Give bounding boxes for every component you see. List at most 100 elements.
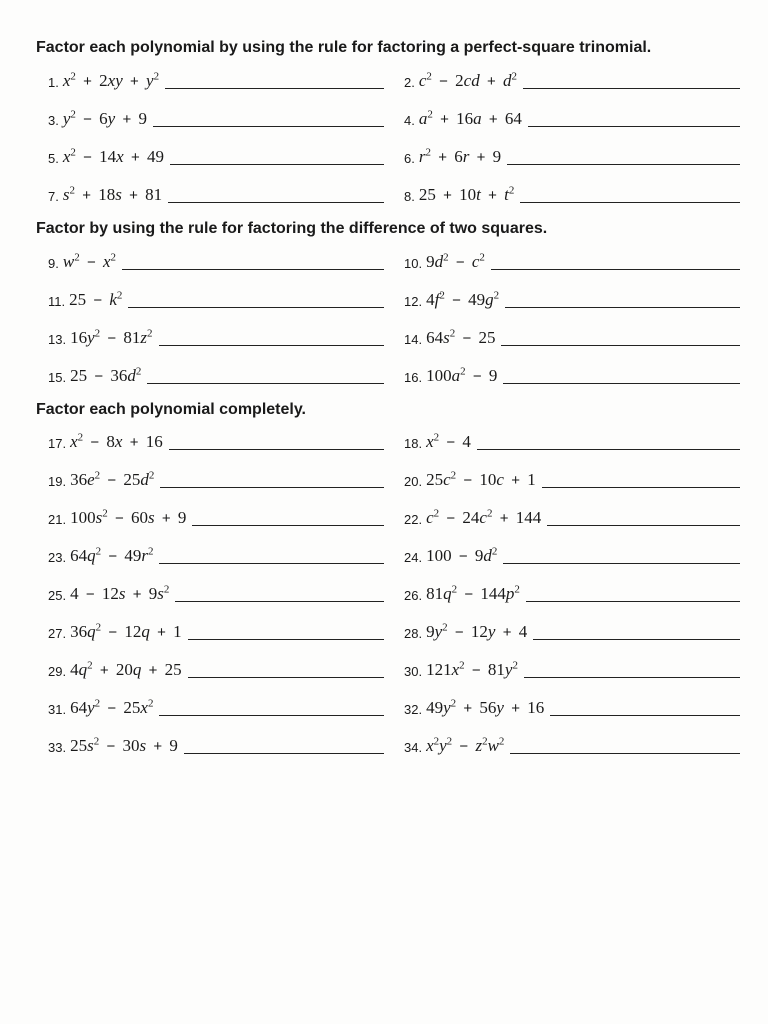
answer-blank[interactable] xyxy=(528,113,740,127)
section-heading: Factor each polynomial completely. xyxy=(36,400,740,421)
expression: r2 + 6r + 9 xyxy=(419,147,501,167)
problem-number: 25. xyxy=(48,588,66,604)
problem-number: 30. xyxy=(404,664,422,680)
answer-blank[interactable] xyxy=(533,626,740,640)
answer-blank[interactable] xyxy=(175,588,384,602)
problem-number: 29. xyxy=(48,664,66,680)
answer-blank[interactable] xyxy=(491,256,740,270)
expression: x2y2 − z2w2 xyxy=(426,736,504,756)
problem-number: 14. xyxy=(404,332,422,348)
problem-row: 20.25c2 − 10c + 1 xyxy=(404,470,740,490)
answer-blank[interactable] xyxy=(547,512,740,526)
problem-row: 15.25 − 36d2 xyxy=(48,366,384,386)
answer-blank[interactable] xyxy=(503,370,740,384)
answer-blank[interactable] xyxy=(184,740,384,754)
expression: 4q2 + 20q + 25 xyxy=(70,660,182,680)
problem-number: 18. xyxy=(404,436,422,452)
expression: 64s2 − 25 xyxy=(426,328,495,348)
problem-row: 11.25 − k2 xyxy=(48,290,384,310)
problem-row: 18.x2 − 4 xyxy=(404,432,740,452)
answer-blank[interactable] xyxy=(159,702,384,716)
problem-number: 5. xyxy=(48,151,59,167)
expression: 25c2 − 10c + 1 xyxy=(426,470,536,490)
problem-number: 17. xyxy=(48,436,66,452)
problem-number: 3. xyxy=(48,113,59,129)
problem-row: 24.100 − 9d2 xyxy=(404,546,740,566)
problem-row: 27.36q2 − 12q + 1 xyxy=(48,622,384,642)
problem-row: 33.25s2 − 30s + 9 xyxy=(48,736,384,756)
expression: 64y2 − 25x2 xyxy=(70,698,153,718)
answer-blank[interactable] xyxy=(160,474,384,488)
expression: 81q2 − 144p2 xyxy=(426,584,520,604)
expression: s2 + 18s + 81 xyxy=(63,185,162,205)
expression: 9d2 − c2 xyxy=(426,252,485,272)
expression: x2 − 4 xyxy=(426,432,471,452)
answer-blank[interactable] xyxy=(507,151,740,165)
answer-blank[interactable] xyxy=(122,256,384,270)
answer-blank[interactable] xyxy=(192,512,384,526)
expression: 121x2 − 81y2 xyxy=(426,660,518,680)
expression: w2 − x2 xyxy=(63,252,116,272)
answer-blank[interactable] xyxy=(523,75,740,89)
answer-blank[interactable] xyxy=(542,474,740,488)
problem-number: 15. xyxy=(48,370,66,386)
expression: c2 − 24c2 + 144 xyxy=(426,508,541,528)
answer-blank[interactable] xyxy=(147,370,384,384)
expression: 36q2 − 12q + 1 xyxy=(70,622,182,642)
answer-blank[interactable] xyxy=(526,588,740,602)
answer-blank[interactable] xyxy=(550,702,740,716)
problem-number: 33. xyxy=(48,740,66,756)
answer-blank[interactable] xyxy=(169,436,384,450)
expression: 4 − 12s + 9s2 xyxy=(70,584,169,604)
problem-row: 4.a2 + 16a + 64 xyxy=(404,109,740,129)
expression: 100a2 − 9 xyxy=(426,366,497,386)
answer-blank[interactable] xyxy=(188,626,384,640)
problem-row: 10.9d2 − c2 xyxy=(404,252,740,272)
problem-row: 8.25 + 10t + t2 xyxy=(404,185,740,205)
expression: 16y2 − 81z2 xyxy=(70,328,152,348)
expression: x2 − 14x + 49 xyxy=(63,147,164,167)
answer-blank[interactable] xyxy=(524,664,740,678)
answer-blank[interactable] xyxy=(477,436,740,450)
problem-number: 11. xyxy=(48,294,65,310)
problem-number: 34. xyxy=(404,740,422,756)
answer-blank[interactable] xyxy=(170,151,384,165)
problem-row: 19.36e2 − 25d2 xyxy=(48,470,384,490)
problem-row: 32.49y2 + 56y + 16 xyxy=(404,698,740,718)
answer-blank[interactable] xyxy=(503,550,740,564)
problem-number: 23. xyxy=(48,550,66,566)
problem-number: 9. xyxy=(48,256,59,272)
problems-grid: 9.w2 − x2 10.9d2 − c2 11.25 − k2 12.4f2 − 4… xyxy=(48,252,740,386)
answer-blank[interactable] xyxy=(159,332,384,346)
section-heading: Factor by using the rule for factoring t… xyxy=(36,219,740,240)
problem-number: 24. xyxy=(404,550,422,566)
expression: 4f2 − 49g2 xyxy=(426,290,499,310)
answer-blank[interactable] xyxy=(188,664,384,678)
answer-blank[interactable] xyxy=(159,550,384,564)
expression: 100 − 9d2 xyxy=(426,546,497,566)
answer-blank[interactable] xyxy=(165,75,384,89)
problem-row: 30.121x2 − 81y2 xyxy=(404,660,740,680)
problem-row: 1.x2 + 2xy + y2 xyxy=(48,71,384,91)
answer-blank[interactable] xyxy=(128,294,384,308)
answer-blank[interactable] xyxy=(501,332,740,346)
problem-row: 31.64y2 − 25x2 xyxy=(48,698,384,718)
problem-number: 21. xyxy=(48,512,66,528)
problem-number: 31. xyxy=(48,702,66,718)
answer-blank[interactable] xyxy=(153,113,384,127)
answer-blank[interactable] xyxy=(505,294,740,308)
expression: 25 − 36d2 xyxy=(70,366,141,386)
problem-number: 6. xyxy=(404,151,415,167)
expression: x2 − 8x + 16 xyxy=(70,432,163,452)
answer-blank[interactable] xyxy=(520,189,740,203)
problem-number: 8. xyxy=(404,189,415,205)
answer-blank[interactable] xyxy=(510,740,740,754)
expression: a2 + 16a + 64 xyxy=(419,109,522,129)
problem-row: 25.4 − 12s + 9s2 xyxy=(48,584,384,604)
problem-row: 26.81q2 − 144p2 xyxy=(404,584,740,604)
answer-blank[interactable] xyxy=(168,189,384,203)
problem-number: 32. xyxy=(404,702,422,718)
problem-row: 29.4q2 + 20q + 25 xyxy=(48,660,384,680)
problem-row: 14.64s2 − 25 xyxy=(404,328,740,348)
problem-number: 12. xyxy=(404,294,422,310)
